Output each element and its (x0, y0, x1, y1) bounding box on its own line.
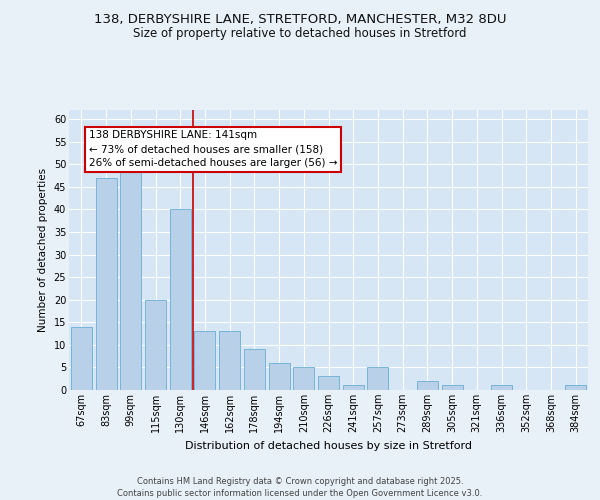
Bar (269, 363, 290, 390)
Bar (194, 332, 215, 390)
Text: 138, DERBYSHIRE LANE, STRETFORD, MANCHESTER, M32 8DU: 138, DERBYSHIRE LANE, STRETFORD, MANCHES… (94, 12, 506, 26)
Bar (318, 376, 339, 390)
Bar (120, 164, 141, 390)
Bar (367, 368, 388, 390)
Bar (219, 332, 240, 390)
Bar (343, 386, 364, 390)
Text: 138 DERBYSHIRE LANE: 141sqm
← 73% of detached houses are smaller (158)
26% of se: 138 DERBYSHIRE LANE: 141sqm ← 73% of det… (89, 130, 337, 168)
Bar (71, 327, 92, 390)
Bar (417, 381, 438, 390)
Bar (442, 386, 463, 390)
Bar (145, 300, 166, 390)
Bar (244, 350, 265, 390)
Text: Size of property relative to detached houses in Stretford: Size of property relative to detached ho… (133, 28, 467, 40)
Bar (170, 210, 191, 390)
Bar (491, 386, 512, 390)
X-axis label: Distribution of detached houses by size in Stretford: Distribution of detached houses by size … (185, 440, 472, 450)
Bar (95, 178, 116, 390)
Bar (565, 386, 586, 390)
Bar (293, 368, 314, 390)
Text: Contains HM Land Registry data © Crown copyright and database right 2025.
Contai: Contains HM Land Registry data © Crown c… (118, 476, 482, 498)
Y-axis label: Number of detached properties: Number of detached properties (38, 168, 48, 332)
